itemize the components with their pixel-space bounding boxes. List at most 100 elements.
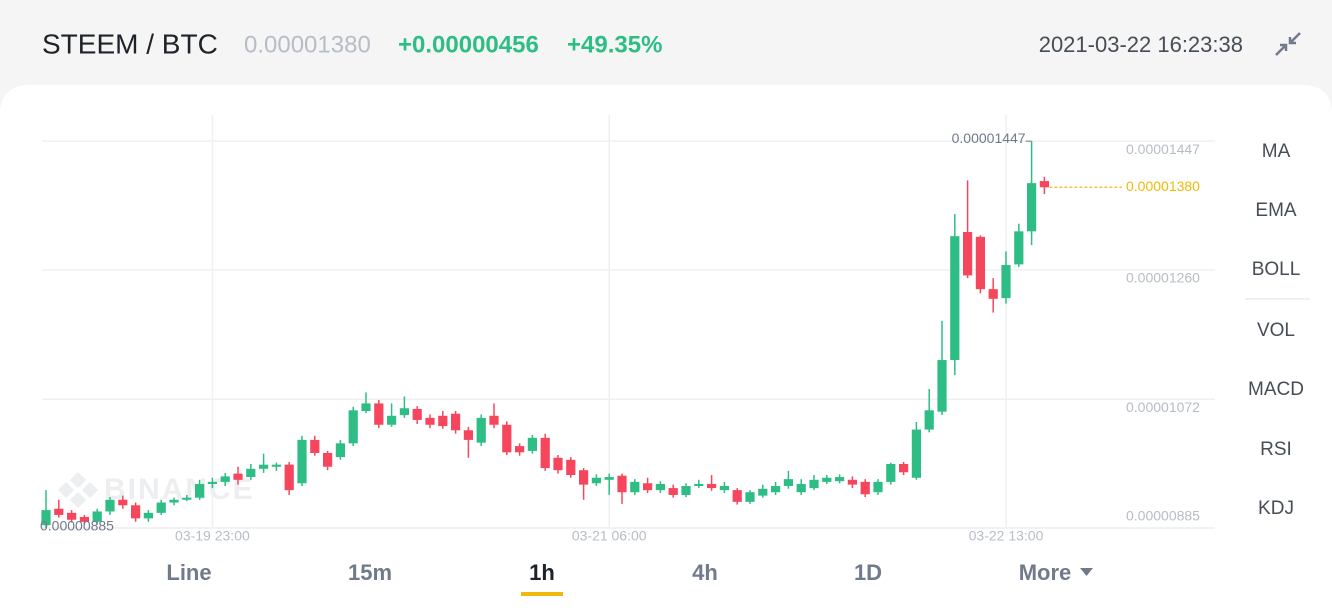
- candle-body: [246, 468, 256, 478]
- candle-body: [297, 439, 307, 484]
- candle-body: [617, 475, 627, 493]
- indicator-button[interactable]: BOLL: [1252, 259, 1301, 280]
- candle-body: [847, 479, 857, 485]
- candle-body: [131, 505, 141, 519]
- candle-body: [937, 360, 947, 412]
- indicator-button[interactable]: KDJ: [1258, 498, 1294, 519]
- candle-body: [899, 463, 909, 473]
- candle-body: [527, 437, 537, 451]
- candle-body: [796, 483, 806, 493]
- candle-body: [399, 408, 409, 416]
- candle-body: [732, 490, 742, 502]
- x-tick-label: 03-19 23:00: [175, 528, 250, 544]
- candle-body: [310, 439, 320, 453]
- collapse-icon[interactable]: [1275, 32, 1301, 56]
- candle-body: [835, 477, 845, 482]
- candle-body: [374, 403, 384, 425]
- candle-body: [387, 415, 397, 425]
- timeframe-tab[interactable]: More: [1019, 560, 1072, 585]
- candle-body: [207, 481, 217, 484]
- candle-body: [553, 457, 563, 471]
- candle-body: [707, 483, 717, 489]
- candle-body: [143, 512, 153, 519]
- candle-body: [451, 413, 461, 431]
- candle-body: [1001, 265, 1011, 299]
- candle-body: [79, 516, 89, 522]
- last-price: 0.00001380: [244, 31, 371, 58]
- candle-body: [425, 417, 435, 425]
- y-tick-label: 0.00000885: [1126, 508, 1200, 524]
- selected-tab-underline: [521, 592, 563, 596]
- candle-body: [886, 463, 896, 482]
- candle-body: [1027, 183, 1037, 232]
- timestamp: 2021-03-22 16:23:38: [1039, 32, 1243, 57]
- candle-body: [975, 236, 985, 290]
- candle-body: [566, 459, 576, 475]
- candle-body: [694, 483, 704, 487]
- candle-body: [963, 232, 973, 276]
- candle-body: [412, 408, 422, 420]
- chart-panel: [0, 85, 1332, 615]
- candle-body: [438, 415, 448, 427]
- candle-body: [361, 403, 371, 411]
- candle-body: [758, 488, 768, 496]
- x-tick-label: 03-22 13:00: [969, 528, 1044, 544]
- candle-body: [681, 486, 691, 495]
- candle-body: [92, 511, 102, 522]
- candle-body: [1039, 181, 1049, 188]
- x-tick-label: 03-21 06:00: [572, 528, 647, 544]
- candle-body: [745, 492, 755, 502]
- candle-body: [271, 464, 281, 467]
- candle-body: [822, 477, 832, 482]
- timeframe-tab[interactable]: 15m: [348, 560, 392, 585]
- candle-body: [182, 497, 192, 500]
- candle-body: [220, 476, 230, 482]
- timeframe-tab[interactable]: 1h: [529, 560, 555, 585]
- y-tick-label: 0.00001072: [1126, 399, 1200, 415]
- candle-body: [489, 415, 499, 425]
- candle-body: [233, 473, 243, 480]
- candle-body: [323, 452, 333, 467]
- candle-body: [335, 443, 345, 458]
- candle-body: [604, 477, 614, 480]
- candle-body: [476, 417, 486, 443]
- candle-body: [719, 486, 729, 491]
- y-tick-label: 0.00001447: [1126, 141, 1200, 157]
- candle-body: [643, 483, 653, 491]
- candle-body: [1014, 231, 1024, 265]
- indicator-button[interactable]: RSI: [1260, 439, 1292, 460]
- candle-body: [169, 499, 179, 503]
- indicator-button[interactable]: VOL: [1257, 320, 1295, 341]
- candle-body: [195, 483, 205, 498]
- candle-body: [540, 437, 550, 469]
- candle-body: [668, 488, 678, 495]
- candle-body: [579, 470, 589, 485]
- candle-body: [988, 289, 998, 299]
- candle-body: [67, 512, 77, 520]
- candle-body: [655, 483, 665, 491]
- candle-body: [284, 464, 294, 491]
- candle-body: [860, 481, 870, 495]
- candle-body: [118, 499, 128, 506]
- indicator-button[interactable]: EMA: [1255, 200, 1297, 221]
- timeframe-tab[interactable]: 4h: [692, 560, 718, 585]
- indicator-button[interactable]: MACD: [1248, 379, 1304, 400]
- dropdown-arrow: [1080, 568, 1093, 576]
- low-label: 0.00000885: [40, 518, 114, 534]
- candle-body: [809, 479, 819, 489]
- candle-body: [630, 481, 640, 493]
- candle-body: [105, 499, 115, 512]
- candle-body: [463, 430, 473, 440]
- candle-body: [502, 424, 512, 453]
- candle-body: [515, 446, 525, 453]
- candle-body: [873, 481, 883, 493]
- indicator-button[interactable]: MA: [1262, 141, 1291, 162]
- high-label: 0.00001447: [952, 130, 1026, 146]
- timeframe-tab[interactable]: Line: [166, 560, 211, 585]
- pair-name: STEEM / BTC: [42, 28, 218, 59]
- candle-body: [156, 502, 166, 513]
- candle-body: [924, 410, 934, 430]
- timeframe-tab[interactable]: 1D: [854, 560, 882, 585]
- price-change: +0.00000456: [398, 31, 539, 58]
